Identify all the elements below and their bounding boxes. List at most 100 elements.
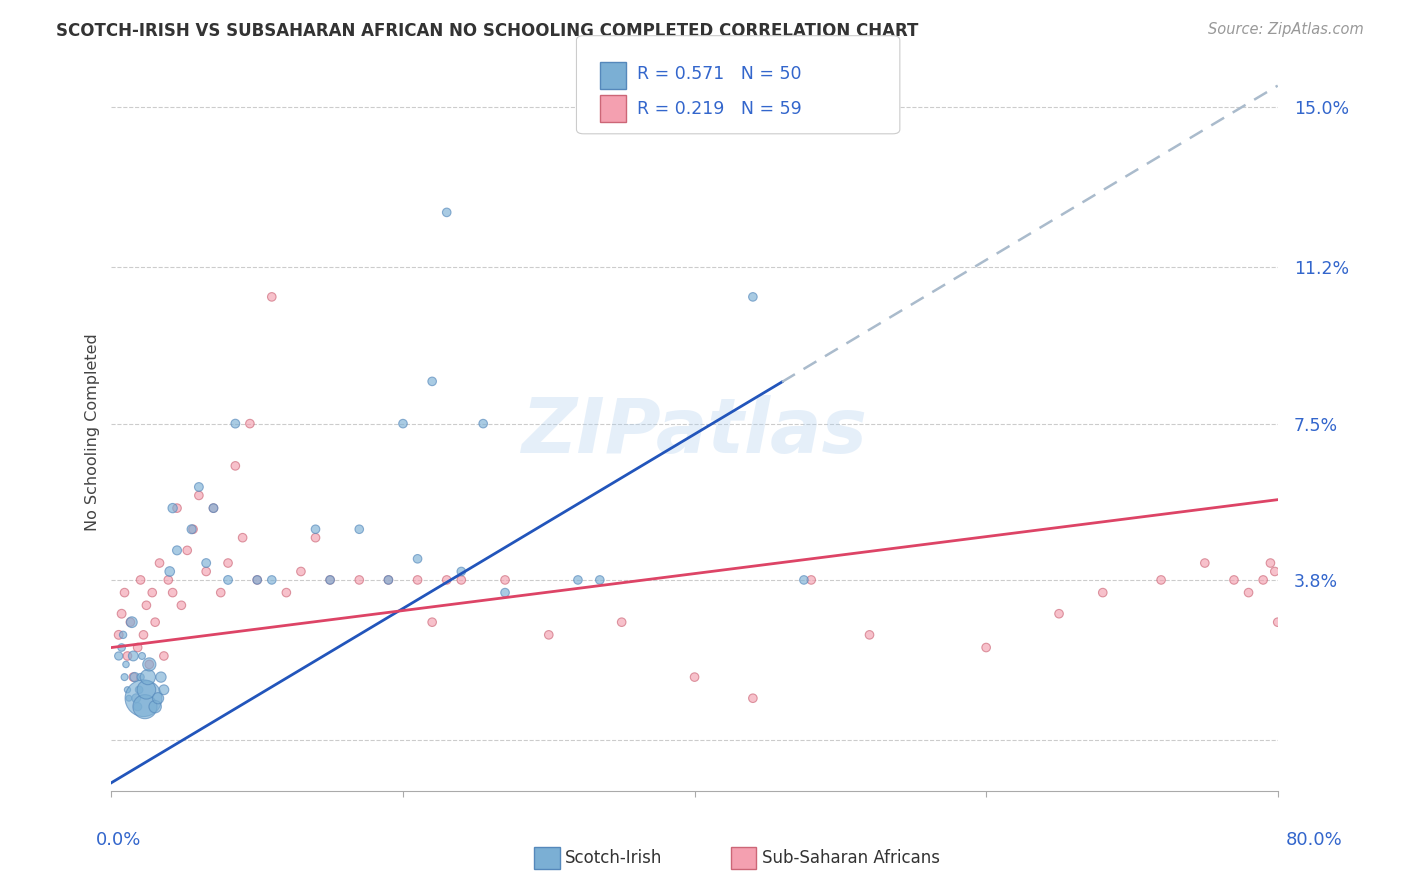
Point: [239, 417, 262, 431]
Point: [377, 573, 399, 587]
Point: [349, 573, 371, 587]
Point: [135, 682, 157, 697]
Point: [1267, 615, 1289, 630]
Text: Scotch-Irish: Scotch-Irish: [565, 849, 662, 867]
Point: [195, 556, 218, 570]
Point: [537, 628, 560, 642]
Point: [162, 501, 184, 516]
Point: [1047, 607, 1070, 621]
Point: [148, 556, 170, 570]
Point: [246, 573, 269, 587]
Point: [180, 522, 202, 536]
Point: [129, 670, 152, 684]
Text: R = 0.219   N = 59: R = 0.219 N = 59: [637, 100, 801, 118]
Point: [166, 543, 188, 558]
Point: [114, 585, 136, 599]
Point: [276, 585, 298, 599]
Point: [304, 531, 326, 545]
Point: [110, 607, 132, 621]
Point: [159, 565, 181, 579]
Point: [117, 648, 139, 663]
Point: [153, 682, 176, 697]
Point: [260, 573, 283, 587]
Point: [1260, 556, 1282, 570]
Point: [741, 290, 763, 304]
Point: [121, 615, 143, 630]
Text: 0.0%: 0.0%: [96, 831, 141, 849]
Point: [202, 501, 225, 516]
Point: [567, 573, 589, 587]
Point: [406, 551, 429, 566]
Point: [494, 585, 516, 599]
Point: [1150, 573, 1173, 587]
Point: [450, 573, 472, 587]
Point: [129, 573, 152, 587]
Point: [149, 670, 172, 684]
Point: [246, 573, 269, 587]
Point: [195, 565, 218, 579]
Point: [858, 628, 880, 642]
Point: [107, 628, 129, 642]
Point: [304, 522, 326, 536]
Point: [436, 205, 458, 219]
Text: 80.0%: 80.0%: [1286, 831, 1343, 849]
Point: [406, 573, 429, 587]
Point: [135, 599, 157, 613]
Point: [114, 670, 136, 684]
Point: [162, 585, 184, 599]
Point: [176, 543, 198, 558]
Point: [202, 501, 225, 516]
Point: [1223, 573, 1246, 587]
Point: [122, 670, 145, 684]
Point: [800, 573, 823, 587]
Point: [157, 573, 180, 587]
Text: SCOTCH-IRISH VS SUBSAHARAN AFRICAN NO SCHOOLING COMPLETED CORRELATION CHART: SCOTCH-IRISH VS SUBSAHARAN AFRICAN NO SC…: [56, 22, 918, 40]
Text: Sub-Saharan Africans: Sub-Saharan Africans: [762, 849, 941, 867]
Point: [153, 648, 176, 663]
Point: [683, 670, 706, 684]
Point: [217, 556, 239, 570]
Point: [224, 417, 246, 431]
Point: [494, 573, 516, 587]
Point: [319, 573, 342, 587]
Point: [181, 522, 204, 536]
Text: Source: ZipAtlas.com: Source: ZipAtlas.com: [1208, 22, 1364, 37]
Point: [112, 628, 135, 642]
Point: [589, 573, 612, 587]
Point: [1237, 585, 1260, 599]
Point: [392, 417, 415, 431]
Point: [134, 699, 156, 714]
Point: [741, 691, 763, 706]
Point: [132, 691, 155, 706]
Point: [118, 691, 141, 706]
Point: [117, 682, 139, 697]
Point: [166, 501, 188, 516]
Point: [110, 640, 132, 655]
Point: [138, 657, 160, 672]
Point: [138, 657, 160, 672]
Point: [131, 648, 153, 663]
Point: [127, 640, 149, 655]
Point: [136, 670, 159, 684]
Point: [120, 615, 142, 630]
Point: [290, 565, 312, 579]
Point: [319, 573, 342, 587]
Point: [974, 640, 997, 655]
Text: ZIPatlas: ZIPatlas: [522, 395, 868, 469]
Point: [217, 573, 239, 587]
Point: [143, 615, 166, 630]
Point: [349, 522, 371, 536]
Point: [146, 691, 169, 706]
Point: [232, 531, 254, 545]
Point: [141, 585, 163, 599]
Point: [377, 573, 399, 587]
Point: [127, 699, 149, 714]
Point: [187, 480, 209, 494]
Point: [1091, 585, 1114, 599]
Point: [187, 488, 209, 502]
Point: [209, 585, 232, 599]
Point: [115, 657, 138, 672]
Point: [1194, 556, 1216, 570]
Point: [132, 628, 155, 642]
Point: [472, 417, 495, 431]
